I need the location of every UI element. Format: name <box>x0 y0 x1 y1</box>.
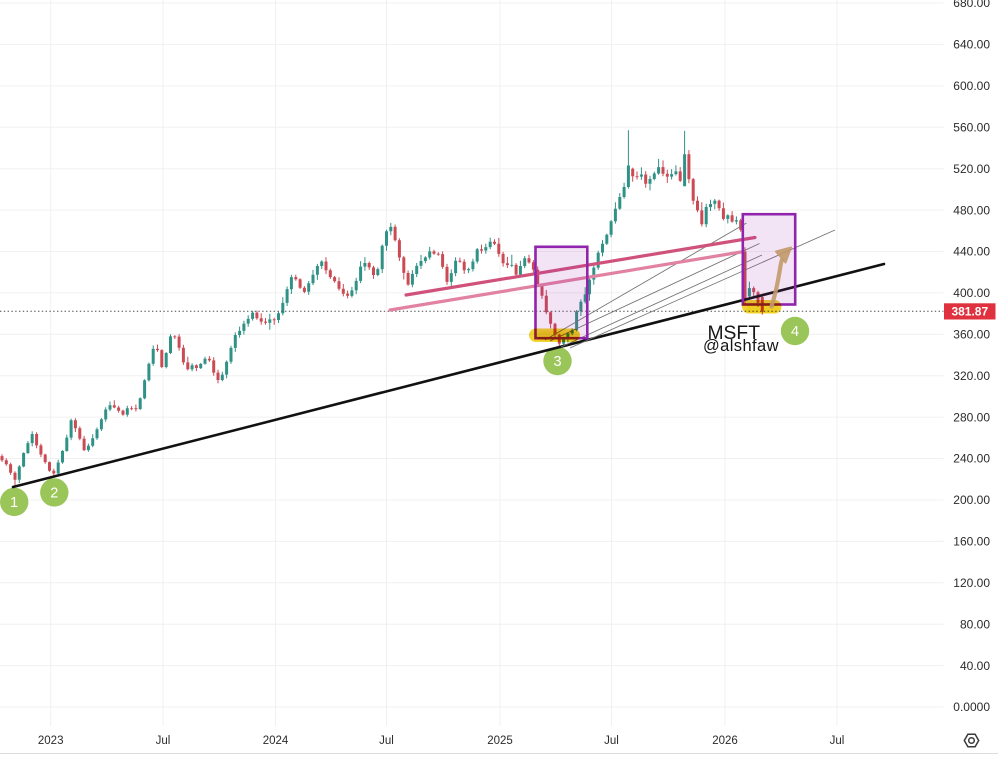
svg-text:Jul: Jul <box>379 735 394 747</box>
svg-text:2026: 2026 <box>712 735 738 747</box>
svg-text:200.00: 200.00 <box>953 493 990 507</box>
svg-text:2023: 2023 <box>38 735 64 747</box>
svg-text:80.00: 80.00 <box>960 617 990 631</box>
svg-text:MSFT: MSFT <box>708 323 761 344</box>
svg-text:3: 3 <box>553 354 561 370</box>
svg-text:Jul: Jul <box>604 735 619 747</box>
svg-text:2025: 2025 <box>487 735 513 747</box>
svg-text:400.00: 400.00 <box>953 286 990 300</box>
svg-text:520.00: 520.00 <box>953 162 990 176</box>
svg-text:2: 2 <box>50 486 58 502</box>
svg-text:440.00: 440.00 <box>953 245 990 259</box>
svg-text:280.00: 280.00 <box>953 410 990 424</box>
svg-text:640.00: 640.00 <box>953 38 990 52</box>
svg-text:Jul: Jul <box>830 735 845 747</box>
svg-text:160.00: 160.00 <box>953 535 990 549</box>
svg-text:4: 4 <box>791 324 799 340</box>
svg-text:360.00: 360.00 <box>953 328 990 342</box>
svg-text:680.00: 680.00 <box>953 0 990 10</box>
svg-text:600.00: 600.00 <box>953 79 990 93</box>
svg-text:480.00: 480.00 <box>953 203 990 217</box>
svg-text:1: 1 <box>10 495 18 511</box>
svg-text:0.0000: 0.0000 <box>953 700 990 714</box>
svg-text:@alshfaw: @alshfaw <box>703 337 779 355</box>
svg-text:381.87: 381.87 <box>951 305 988 319</box>
svg-text:240.00: 240.00 <box>953 452 990 466</box>
svg-text:320.00: 320.00 <box>953 369 990 383</box>
svg-text:560.00: 560.00 <box>953 121 990 135</box>
svg-text:40.00: 40.00 <box>960 659 990 673</box>
svg-text:Jul: Jul <box>156 735 171 747</box>
svg-text:2024: 2024 <box>263 735 289 747</box>
svg-text:120.00: 120.00 <box>953 576 990 590</box>
